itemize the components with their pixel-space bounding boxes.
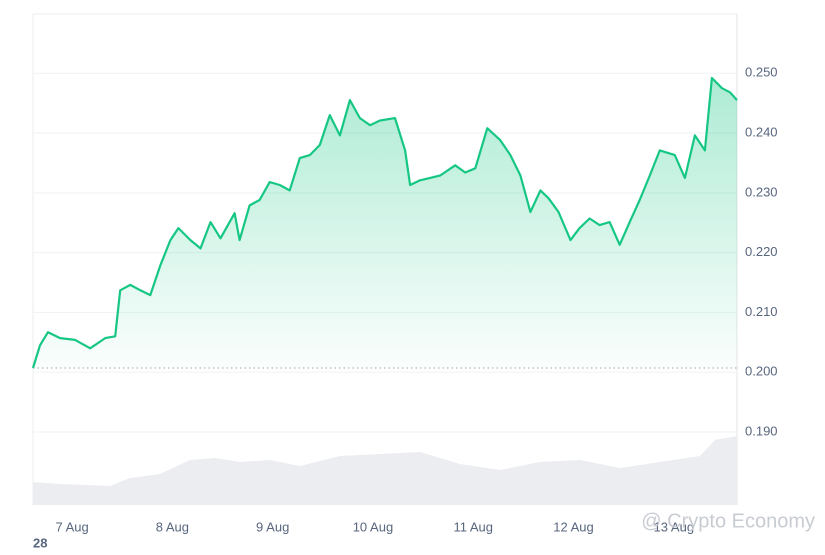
x-tick-label: 7 Aug xyxy=(55,519,88,534)
x-tick-label: 9 Aug xyxy=(256,519,289,534)
y-tick-label: 0.220 xyxy=(745,244,778,259)
x-tick-label: 13 Aug xyxy=(654,519,695,534)
x-tick-label: 8 Aug xyxy=(156,519,189,534)
volume-area xyxy=(33,436,737,505)
price-line xyxy=(31,76,738,369)
y-tick-label: 0.200 xyxy=(745,364,778,379)
x-tick-label: 10 Aug xyxy=(353,519,394,534)
y-tick-label: 0.210 xyxy=(745,304,778,319)
plot: 0.190 0.200 0.210 0.220 0.230 0.240 0.250 7 Aug… xyxy=(31,65,778,534)
y-tick-label: 0.240 xyxy=(745,124,778,139)
area xyxy=(33,78,737,369)
x-tick-label: 11 Aug xyxy=(453,519,493,534)
watermark: @ Crypto Economy xyxy=(641,510,815,532)
x-tick-label: 12 Aug xyxy=(553,519,594,534)
y-tick-label: 0.250 xyxy=(745,65,778,80)
y-tick-label: 0.230 xyxy=(745,184,778,199)
corner-label: 28 xyxy=(33,535,47,550)
y-tick-label: 0.190 xyxy=(745,423,778,438)
